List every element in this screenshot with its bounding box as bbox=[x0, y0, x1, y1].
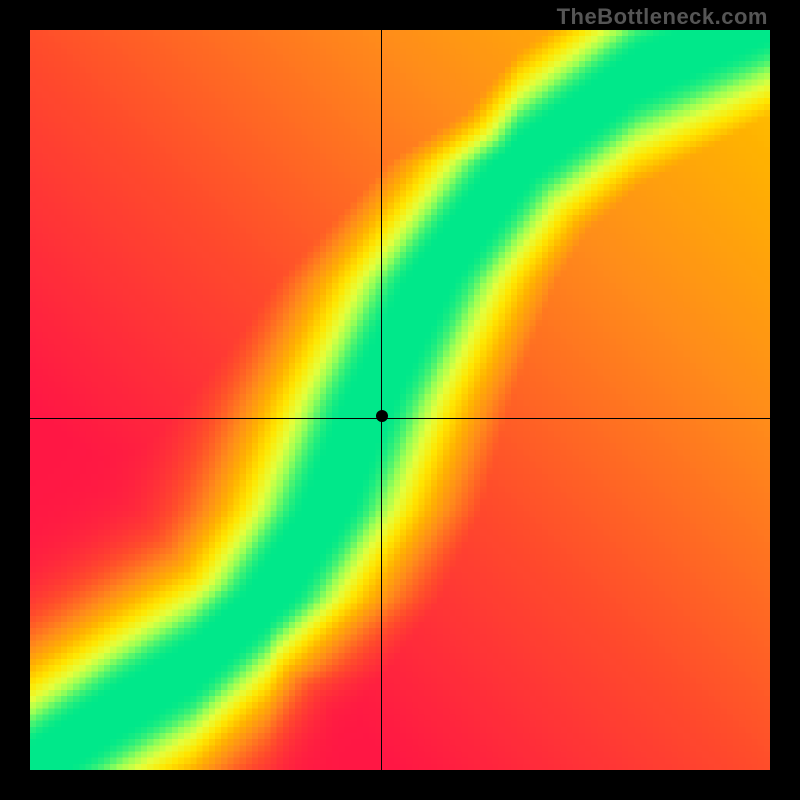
chart-frame: TheBottleneck.com bbox=[0, 0, 800, 800]
watermark-text: TheBottleneck.com bbox=[557, 4, 768, 30]
heatmap-canvas bbox=[30, 30, 770, 770]
selection-marker bbox=[376, 410, 388, 422]
crosshair-horizontal bbox=[30, 418, 770, 419]
crosshair-vertical bbox=[381, 30, 382, 770]
plot-area bbox=[30, 30, 770, 770]
